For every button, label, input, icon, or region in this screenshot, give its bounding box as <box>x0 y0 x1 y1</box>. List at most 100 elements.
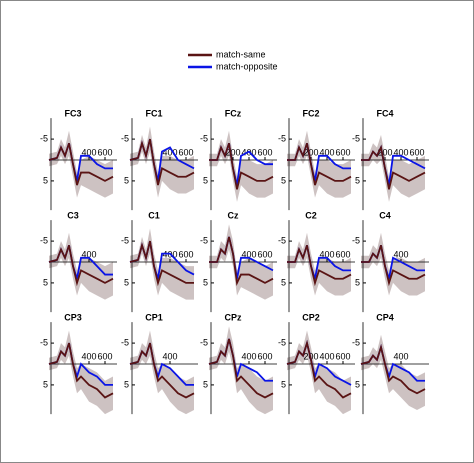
panel-title: CP1 <box>145 313 163 323</box>
error-band <box>49 232 113 300</box>
x-tick-label: 400 <box>81 147 96 157</box>
erp-line <box>287 142 352 186</box>
y-tick-label: 5 <box>124 277 129 287</box>
x-tick-label: 400 <box>393 249 408 259</box>
y-tick-label: -5 <box>200 337 208 347</box>
panel-title: C4 <box>379 211 391 221</box>
erp-line <box>360 343 426 395</box>
panel-title: FC4 <box>376 109 393 119</box>
x-tick-label: 600 <box>409 147 424 157</box>
y-tick-label: 5 <box>281 175 286 185</box>
y-tick-label: 5 <box>281 379 286 389</box>
error-band <box>130 126 194 198</box>
y-tick-label: 5 <box>124 175 129 185</box>
y-tick-label: -5 <box>121 337 129 347</box>
x-tick-label: 200 <box>225 147 240 157</box>
x-tick-label: 400 <box>319 351 334 361</box>
erp-line <box>287 244 352 287</box>
y-tick-label: -5 <box>40 337 48 347</box>
panel-title: FCz <box>225 109 242 119</box>
error-band <box>287 330 351 415</box>
y-tick-label: -5 <box>121 133 129 143</box>
panel-title: C1 <box>148 211 160 221</box>
erp-line <box>48 342 114 399</box>
x-tick-label: 400 <box>162 147 177 157</box>
erp-line <box>361 144 426 190</box>
y-tick-label: 5 <box>203 175 208 185</box>
x-tick-label: 200 <box>303 147 318 157</box>
panel-title: CP4 <box>376 313 394 323</box>
y-tick-label: -5 <box>121 235 129 245</box>
panel-title: CPz <box>224 313 242 323</box>
y-tick-label: -5 <box>278 235 286 245</box>
x-tick-label: 400 <box>319 249 334 259</box>
y-tick-label: -5 <box>40 235 48 245</box>
y-tick-label: 5 <box>355 175 360 185</box>
x-tick-label: 600 <box>97 147 112 157</box>
panel-title: Cz <box>228 211 239 221</box>
legend-label: match-same <box>216 49 266 59</box>
y-tick-label: -5 <box>352 337 360 347</box>
x-tick-label: 400 <box>393 351 408 361</box>
x-tick-label: 400 <box>162 351 177 361</box>
x-tick-label: 200 <box>377 147 392 157</box>
x-tick-label: 400 <box>241 249 256 259</box>
error-band <box>209 130 273 202</box>
panel-title: CP3 <box>64 313 82 323</box>
x-tick-label: 400 <box>319 147 334 157</box>
erp-line <box>129 342 195 399</box>
y-tick-label: -5 <box>278 337 286 347</box>
error-band <box>361 134 425 202</box>
error-band <box>361 232 425 296</box>
y-tick-label: -5 <box>200 133 208 143</box>
panel-title: FC1 <box>145 109 162 119</box>
x-tick-label: 400 <box>241 351 256 361</box>
panel-title: C2 <box>305 211 317 221</box>
x-tick-label: 400 <box>81 351 96 361</box>
error-band <box>49 130 113 198</box>
erp-line <box>129 240 194 287</box>
panel-title: FC3 <box>64 109 81 119</box>
y-tick-label: 5 <box>281 277 286 287</box>
y-tick-label: 5 <box>203 379 208 389</box>
error-band <box>130 228 194 300</box>
x-tick-label: 600 <box>257 351 272 361</box>
x-tick-label: 600 <box>257 147 272 157</box>
x-tick-label: 600 <box>97 351 112 361</box>
y-tick-label: 5 <box>43 175 48 185</box>
legend-label: match-opposite <box>216 61 278 71</box>
erp-line <box>361 244 426 287</box>
y-tick-label: 5 <box>124 379 129 389</box>
y-tick-label: 5 <box>355 277 360 287</box>
erp-line <box>48 244 114 287</box>
x-tick-label: 600 <box>335 147 350 157</box>
y-tick-label: -5 <box>352 235 360 245</box>
panel-title: FC2 <box>302 109 319 119</box>
y-tick-label: 5 <box>355 379 360 389</box>
erp-line <box>48 142 114 186</box>
y-tick-label: 5 <box>43 277 48 287</box>
panel-title: C3 <box>67 211 79 221</box>
error-band <box>287 232 351 296</box>
y-tick-label: -5 <box>40 133 48 143</box>
x-tick-label: 600 <box>335 249 350 259</box>
y-tick-label: -5 <box>352 133 360 143</box>
panel-title: CP2 <box>302 313 320 323</box>
error-band <box>49 330 113 415</box>
y-tick-label: 5 <box>43 379 48 389</box>
x-tick-label: 400 <box>393 147 408 157</box>
x-tick-label: 600 <box>257 249 272 259</box>
x-tick-label: 600 <box>335 351 350 361</box>
erp-line <box>286 339 352 399</box>
error-band <box>361 334 425 410</box>
x-tick-label: 400 <box>81 249 96 259</box>
erp-line <box>209 142 274 190</box>
erp-line <box>209 236 274 287</box>
y-tick-label: -5 <box>200 235 208 245</box>
y-tick-label: -5 <box>278 133 286 143</box>
y-tick-label: 5 <box>203 277 208 287</box>
erp-line <box>208 338 274 399</box>
x-tick-label: 600 <box>178 147 193 157</box>
erp-line <box>129 138 195 186</box>
